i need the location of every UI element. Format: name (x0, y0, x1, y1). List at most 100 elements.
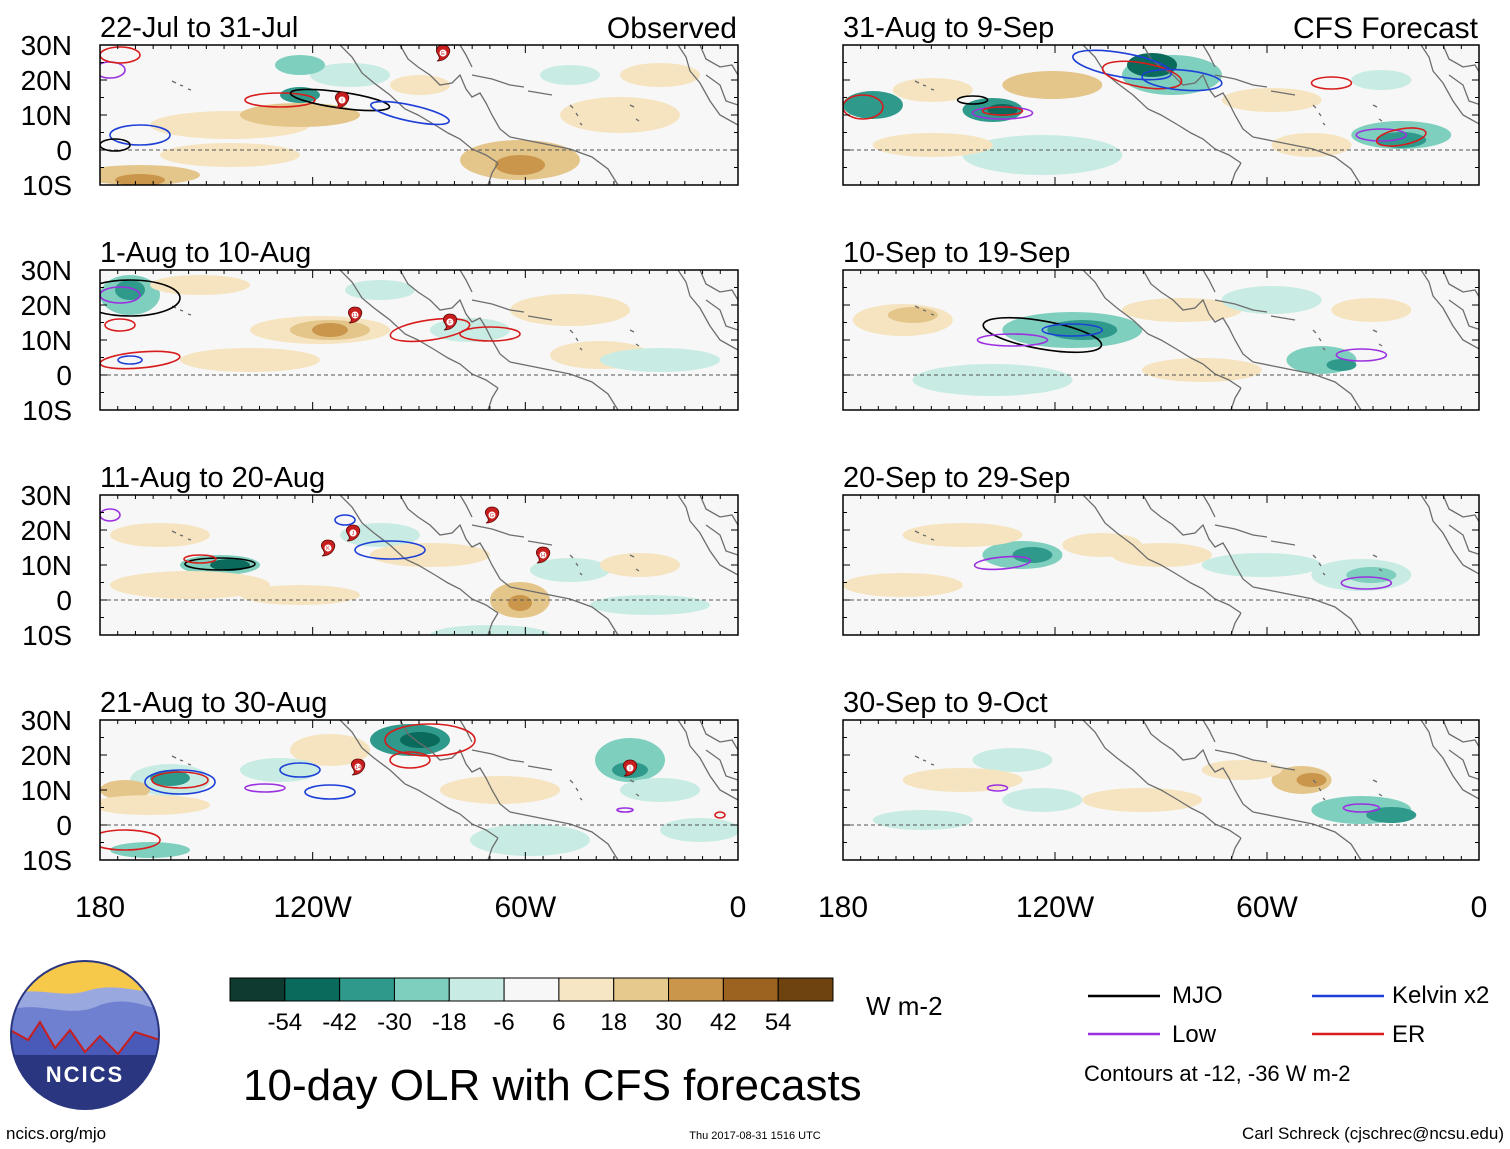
olr-anomaly-patch (1271, 133, 1352, 157)
map-panel: 11 F 1-Aug to 10-Aug 30N 20N 10N 0 10S (21, 237, 739, 426)
ncics-logo: NCICS (10, 960, 160, 1110)
latitude-label: 20N (21, 290, 72, 321)
olr-anomaly-patch (115, 174, 165, 185)
olr-anomaly-patch (902, 768, 1023, 792)
legend: MJO Kelvin x2 Low ER Contours at -12, -3… (1084, 982, 1489, 1086)
olr-anomaly-patch (110, 523, 210, 547)
er-contour (183, 554, 217, 564)
latitude-label: 10N (21, 775, 72, 806)
olr-anomaly-patch (1376, 132, 1427, 148)
olr-anomaly-patch (620, 778, 700, 802)
olr-anomaly-patch (912, 364, 1073, 396)
olr-anomaly-patch (240, 103, 360, 127)
forecast-header: CFS Forecast (1293, 12, 1479, 45)
olr-anomaly-patch (100, 795, 210, 815)
olr-anomaly-patch (310, 63, 390, 87)
olr-anomaly-patch (1082, 788, 1203, 812)
latitude-label: 30N (21, 705, 72, 736)
olr-anomaly-patch (843, 573, 963, 597)
storm-marker: G (484, 506, 500, 524)
olr-anomaly-patch (1201, 553, 1322, 577)
olr-anomaly-patch (1002, 788, 1083, 812)
logo-text: NCICS (46, 1062, 124, 1087)
kelvin-contour (144, 769, 216, 795)
colorbar-tick-label: -54 (267, 1009, 302, 1036)
storm-label: 14 (355, 765, 361, 771)
storm-label: I (341, 98, 343, 104)
colorbar-swatch (558, 977, 615, 1002)
legend-kelvin-label: Kelvin x2 (1392, 982, 1489, 1009)
colorbar-swatch (393, 977, 450, 1002)
main-title: 10-day OLR with CFS forecasts (243, 1061, 862, 1110)
olr-anomaly-patch (1141, 358, 1262, 382)
latitude-label: 10S (22, 170, 72, 201)
kelvin-contour (1041, 323, 1104, 337)
kelvin-contour (117, 355, 143, 365)
kelvin-contour (1072, 49, 1173, 81)
panel-date-label: 21-Aug to 30-Aug (100, 687, 327, 719)
kelvin-contour (1141, 68, 1223, 92)
er-contour (1101, 60, 1183, 90)
olr-anomaly-patch (1366, 807, 1417, 823)
footer-timestamp: Thu 2017-08-31 1516 UTC (689, 1130, 821, 1142)
latitude-label: 10S (22, 620, 72, 651)
colorbar-swatch (613, 977, 670, 1002)
units-label: W m-2 (866, 991, 943, 1021)
colorbar-swatch (284, 977, 341, 1002)
map-panel: E I 22-Jul to 31-Jul 30N 20N 10N 0 10S (21, 12, 739, 201)
colorbar-swatch (448, 977, 505, 1002)
panel-date-label: 31-Aug to 9-Sep (843, 12, 1054, 44)
longitude-label: 180 (818, 891, 868, 924)
storm-label: E (441, 51, 445, 57)
colorbar-tick-label: -6 (493, 1009, 514, 1036)
olr-anomaly-patch (345, 280, 415, 300)
olr-anomaly-patch (210, 559, 250, 571)
kelvin-contour (354, 540, 426, 560)
olr-anomaly-patch (1201, 760, 1282, 780)
colorbar-tick-label: 42 (710, 1009, 737, 1036)
low-contour (616, 807, 634, 813)
legend-er-label: ER (1392, 1021, 1425, 1048)
olr-anomaly-patch (290, 734, 370, 766)
mjo-contour (956, 95, 989, 105)
storm-marker: F (442, 313, 458, 331)
storm-label: F (448, 320, 452, 326)
low-contour (244, 783, 286, 793)
storm-marker: H (535, 546, 551, 564)
olr-anomaly-patch (530, 558, 610, 582)
map-panel: G J K H 11-Aug to 20-Aug 30N 20N 10N 0 10S (21, 462, 739, 651)
storm-label: H (541, 553, 545, 559)
storm-label: G (490, 513, 494, 519)
olr-anomaly-patch (1121, 298, 1242, 322)
longitude-label: 0 (730, 891, 747, 924)
latitude-label: 30N (21, 255, 72, 286)
olr-anomaly-patch (872, 133, 993, 157)
latitude-label: 10N (21, 550, 72, 581)
panel-date-label: 22-Jul to 31-Jul (100, 12, 298, 44)
low-contour (1335, 348, 1388, 362)
panel-date-label: 11-Aug to 20-Aug (100, 462, 325, 494)
olr-anomaly-patch (560, 97, 680, 133)
olr-anomaly-patch (508, 595, 532, 611)
er-contour (1310, 76, 1353, 90)
kelvin-contour (334, 514, 356, 526)
latitude-label: 0 (56, 135, 72, 166)
olr-anomaly-patch (510, 294, 630, 326)
olr-anomaly-patch (180, 348, 320, 372)
olr-anomaly-patch (1111, 543, 1212, 567)
latitude-label: 20N (21, 740, 72, 771)
olr-anomaly-patch (110, 571, 270, 599)
latitude-label: 10N (21, 100, 72, 131)
storm-marker: 11 (347, 306, 363, 324)
panel-date-label: 30-Sep to 9-Oct (843, 687, 1048, 719)
er-contour (100, 46, 141, 64)
latitude-label: 0 (56, 360, 72, 391)
longitude-label: 60W (1236, 891, 1298, 924)
storm-label: 11 (352, 313, 358, 319)
contour-note: Contours at -12, -36 W m-2 (1084, 1061, 1351, 1086)
latitude-label: 30N (21, 30, 72, 61)
map-panel: 10-Sep to 19-Sep (842, 237, 1480, 411)
colorbar-tick-label: 54 (765, 1009, 792, 1036)
olr-anomaly-patch (600, 553, 680, 577)
olr-anomaly-patch (962, 135, 1123, 175)
